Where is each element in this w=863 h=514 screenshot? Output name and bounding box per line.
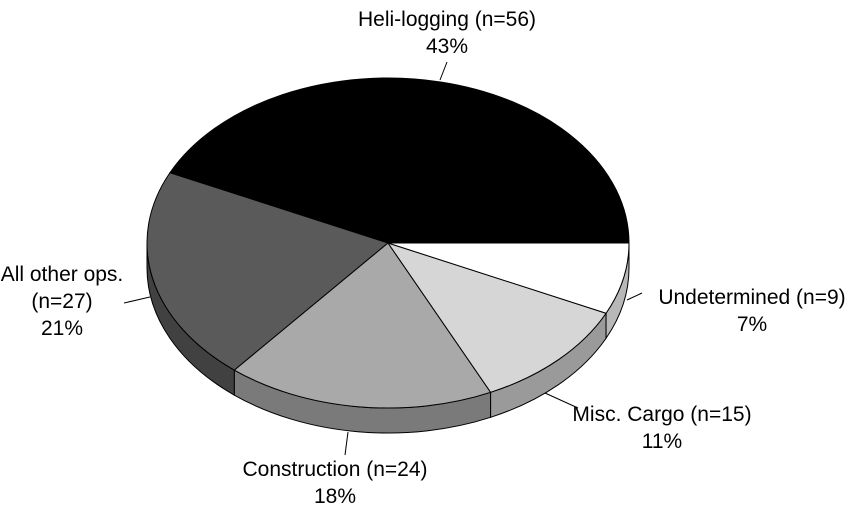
pie-slice: [146, 172, 390, 371]
category-label: Undetermined (n=9): [658, 286, 846, 309]
value-label: 18%: [313, 485, 357, 508]
leader-line: [626, 292, 643, 301]
pie-slice: [386, 242, 607, 393]
category-label: Misc. Cargo (n=15): [572, 403, 752, 426]
slice-label: Heli-logging (n=56) 43%: [317, 6, 577, 60]
category-label: Heli-logging (n=56): [357, 8, 537, 31]
category-label: All other ops. (n=27): [0, 263, 124, 313]
leader-line: [544, 392, 579, 409]
leader-line: [344, 431, 349, 456]
value-label: 11%: [641, 430, 683, 453]
value-label: 43%: [425, 35, 469, 58]
pie-slice: [169, 77, 630, 244]
pie-slice: [233, 242, 492, 409]
value-label: 7%: [736, 313, 768, 336]
value-label: 21%: [40, 317, 84, 340]
slice-label: Misc. Cargo (n=15) 11%: [532, 401, 792, 455]
pie-slice: [387, 242, 630, 314]
leader-line: [123, 296, 151, 304]
slice-label: All other ops. (n=27) 21%: [0, 261, 127, 342]
category-label: Construction (n=24): [242, 458, 428, 481]
slice-label: Construction (n=24) 18%: [205, 456, 465, 510]
slice-label: Undetermined (n=9) 7%: [622, 284, 863, 338]
leader-line: [439, 61, 448, 81]
